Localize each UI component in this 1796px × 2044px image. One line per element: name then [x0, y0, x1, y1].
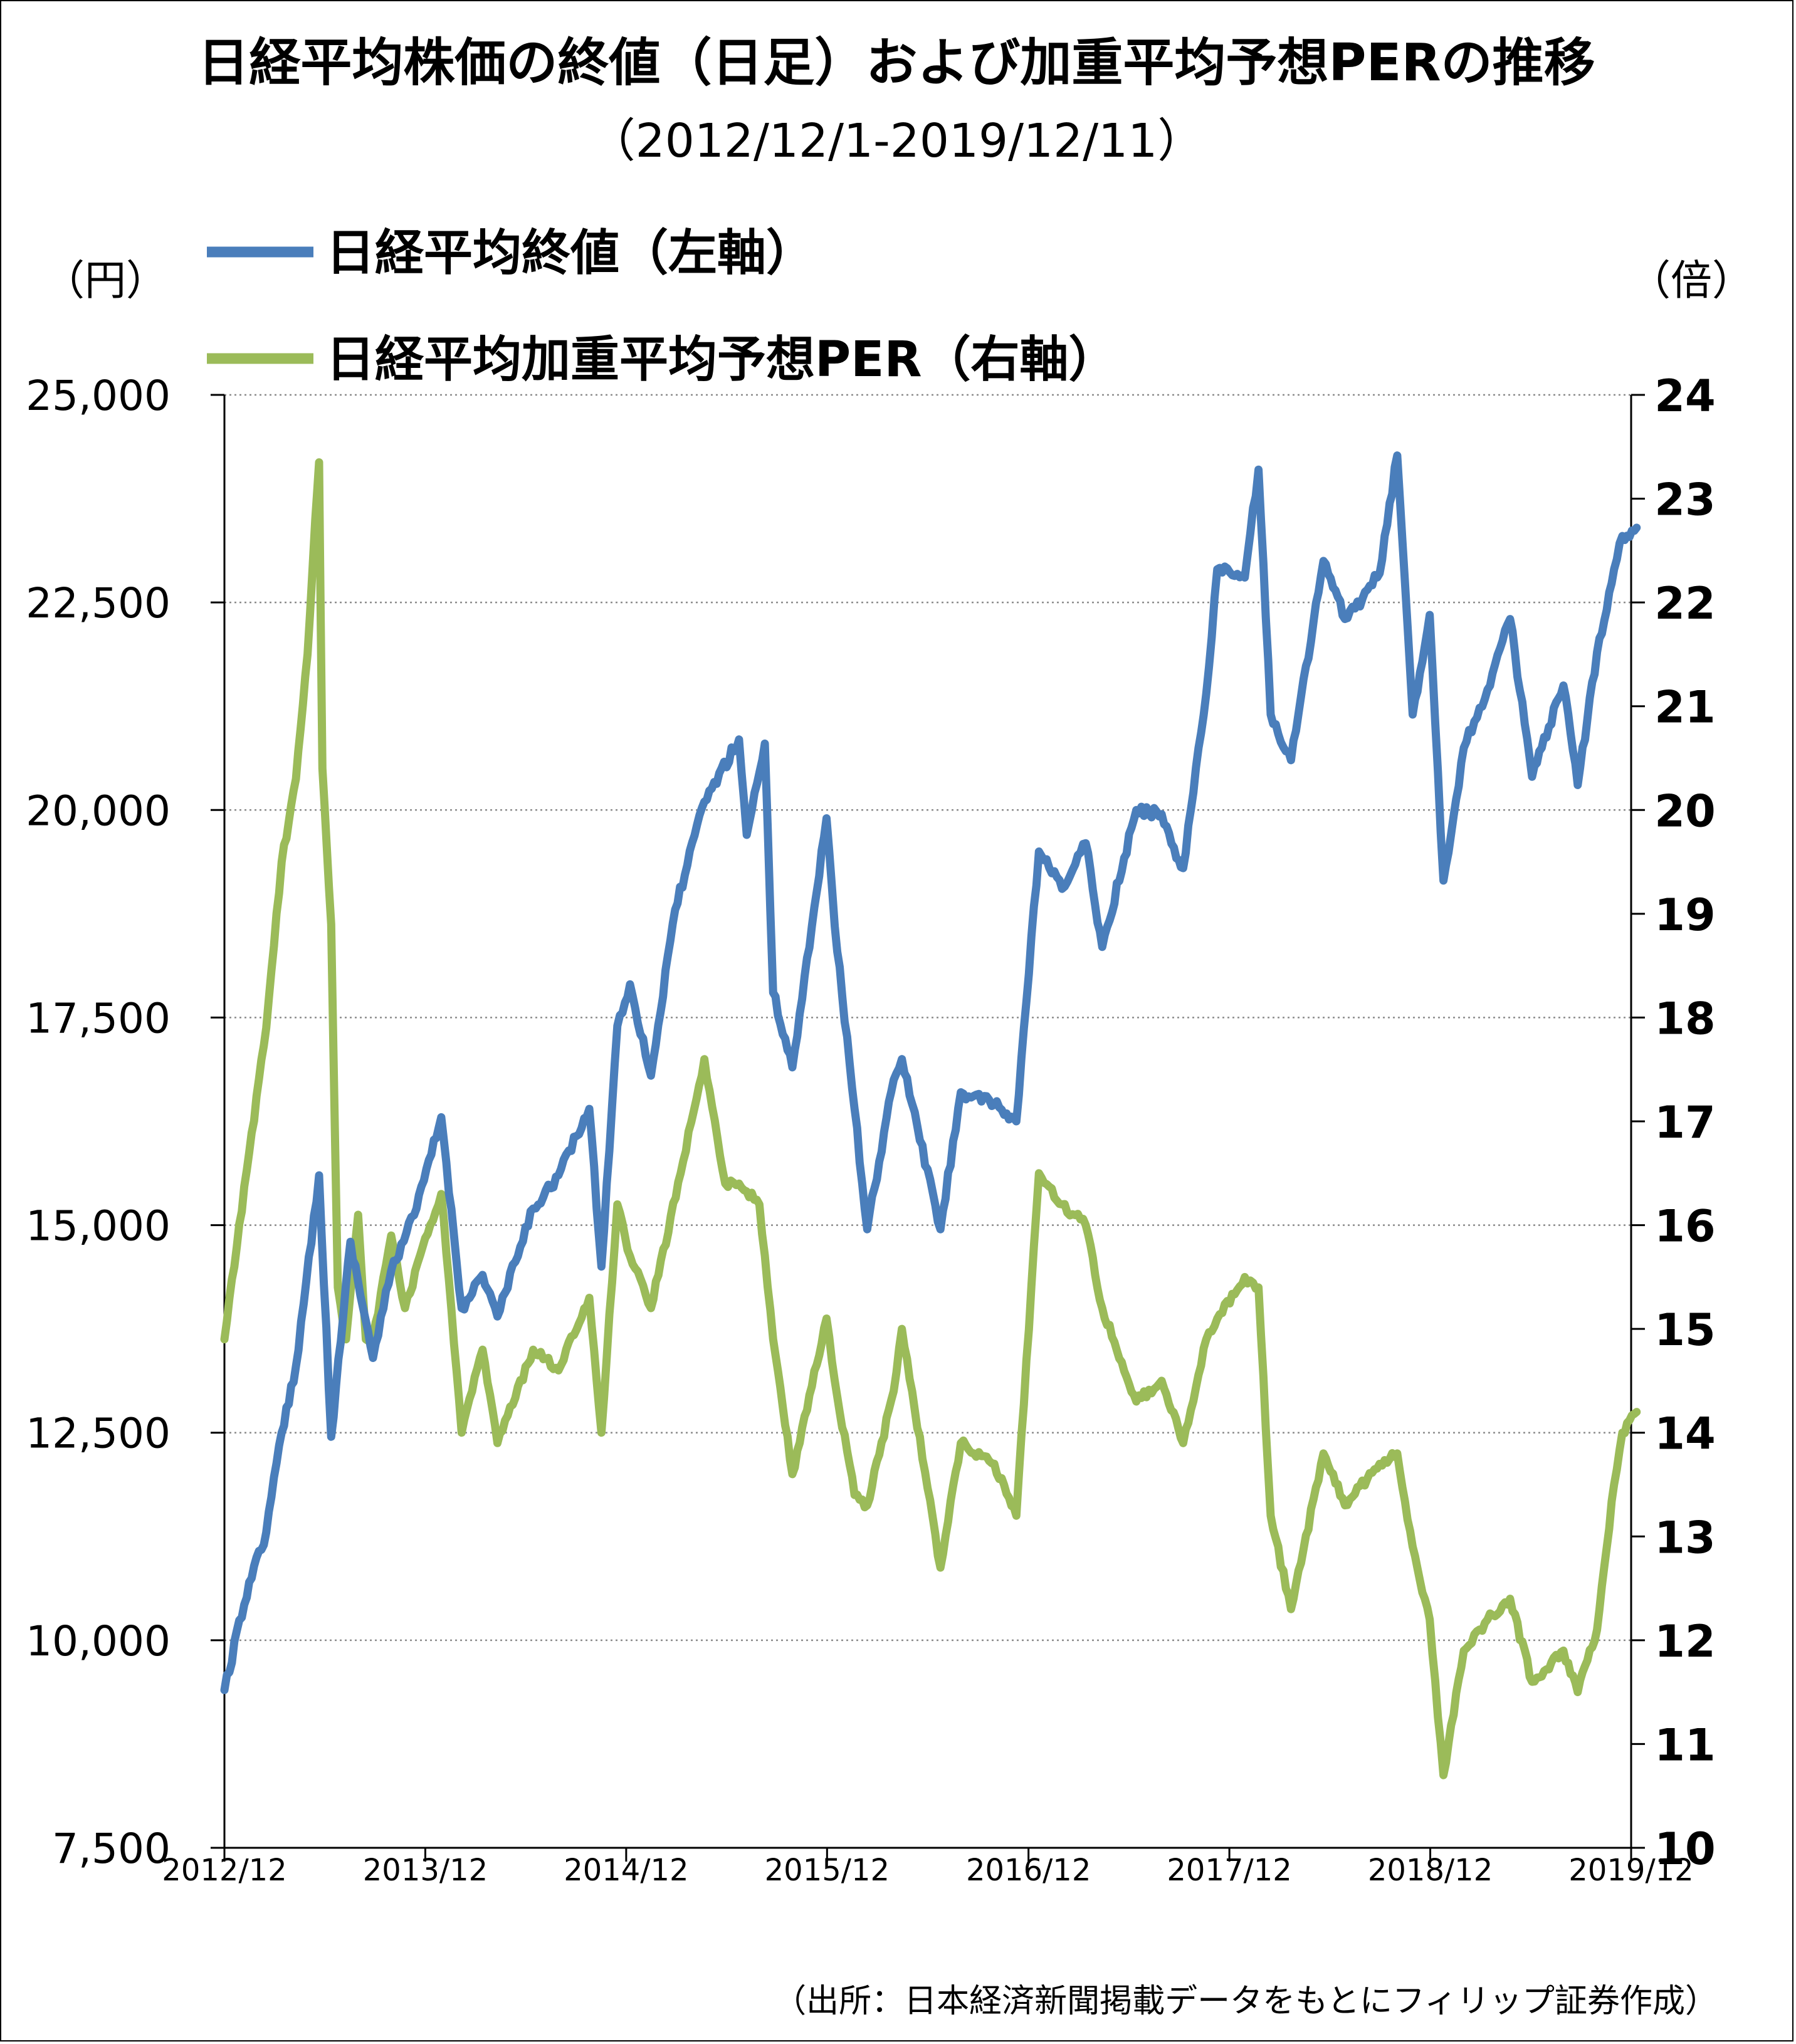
right-tick-label: 16	[1654, 1201, 1715, 1252]
x-tick-label: 2013/12	[363, 1853, 488, 1888]
legend: 日経平均終値（左軸） 日経平均加重平均予想PER（右軸）	[207, 225, 1118, 388]
right-tick-label: 21	[1654, 682, 1715, 733]
left-tick-label: 20,000	[26, 787, 171, 835]
chart-title: 日経平均株価の終値（日足）および加重平均予想PERの推移	[197, 33, 1595, 93]
right-tick-label: 15	[1654, 1304, 1715, 1356]
right-tick-label: 11	[1654, 1719, 1715, 1771]
source-note: （出所：日本経済新聞掲載データをもとにフィリップ証券作成）	[774, 1983, 1718, 2020]
left-tick-label: 10,000	[26, 1617, 171, 1665]
right-tick-label: 10	[1654, 1823, 1715, 1875]
right-tick-label: 13	[1654, 1512, 1715, 1563]
right-axis-unit: （倍）	[1629, 256, 1753, 305]
x-tick-label: 2017/12	[1167, 1853, 1291, 1888]
left-tick-label: 17,500	[26, 994, 171, 1042]
x-tick-label: 2014/12	[564, 1853, 688, 1888]
tick-labels: 25,000 22,500 20,000 17,500 15,000 12,500 10,0…	[26, 370, 1716, 1888]
right-tick-label: 24	[1654, 370, 1715, 422]
series-line-per	[220, 458, 1641, 1779]
x-tick-label: 2019/12	[1568, 1853, 1693, 1888]
legend-label-nikkei: 日経平均終値（左軸）	[326, 225, 815, 281]
right-tick-label: 18	[1654, 993, 1715, 1044]
legend-label-per: 日経平均加重平均予想PER（右軸）	[326, 332, 1118, 388]
right-tick-label: 22	[1654, 578, 1715, 629]
grid-lines	[224, 394, 1631, 1642]
series-lines	[220, 451, 1641, 1779]
axes	[211, 394, 1645, 1862]
right-tick-label: 12	[1654, 1616, 1715, 1667]
x-tick-label: 2015/12	[765, 1853, 890, 1888]
x-tick-label: 2016/12	[966, 1853, 1091, 1888]
left-tick-label: 15,000	[26, 1202, 171, 1250]
right-tick-label: 20	[1654, 785, 1715, 837]
right-tick-label: 14	[1654, 1408, 1715, 1460]
left-tick-label: 22,500	[26, 579, 171, 627]
x-tick-label: 2018/12	[1368, 1853, 1493, 1888]
left-tick-label: 25,000	[26, 372, 171, 420]
left-axis-unit: （円）	[43, 256, 167, 305]
left-tick-label: 7,500	[52, 1825, 171, 1873]
series-line-nikkei	[220, 451, 1641, 1694]
right-tick-label: 23	[1654, 474, 1715, 526]
chart-subtitle: （2012/12/1-2019/12/11）	[589, 114, 1204, 168]
right-tick-label: 19	[1654, 889, 1715, 941]
x-tick-label: 2012/12	[162, 1853, 286, 1888]
left-tick-label: 12,500	[26, 1410, 171, 1458]
right-tick-label: 17	[1654, 1097, 1715, 1148]
